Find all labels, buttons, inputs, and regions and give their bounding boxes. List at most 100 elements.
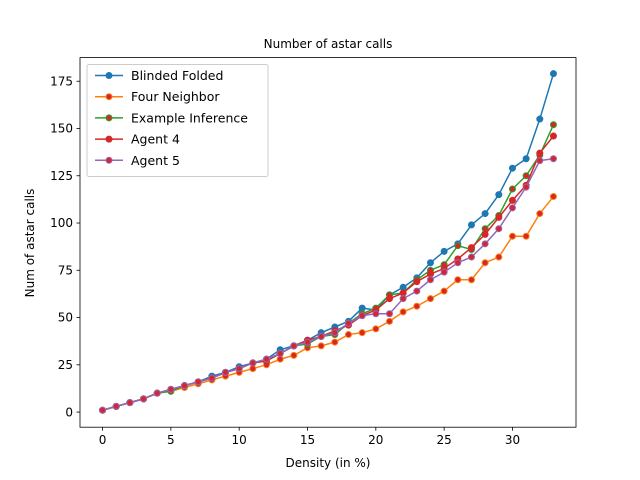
data-point xyxy=(331,329,339,337)
y-tick-label: 175 xyxy=(50,74,73,88)
data-point xyxy=(358,304,366,312)
legend-label: Blinded Folded xyxy=(131,68,223,83)
x-tick-label: 0 xyxy=(99,433,107,447)
data-point xyxy=(399,295,407,303)
data-point xyxy=(467,253,475,261)
data-point xyxy=(235,365,243,373)
data-point xyxy=(290,342,298,350)
data-point xyxy=(481,259,489,267)
data-point xyxy=(167,385,175,393)
data-point xyxy=(345,331,352,339)
data-point xyxy=(495,213,503,221)
data-point xyxy=(549,132,557,140)
data-point xyxy=(358,312,366,320)
data-point xyxy=(249,359,257,367)
data-point xyxy=(508,196,516,204)
data-point xyxy=(508,232,516,240)
data-point xyxy=(495,225,503,233)
data-point xyxy=(413,278,421,286)
axes-frame xyxy=(79,57,577,428)
data-point xyxy=(426,259,434,267)
data-point xyxy=(508,185,516,193)
legend-item-1: Four Neighbor xyxy=(95,89,220,104)
y-tick-label: 100 xyxy=(50,216,73,230)
series-line-1 xyxy=(101,195,555,412)
data-point xyxy=(467,276,475,284)
data-point xyxy=(454,259,462,267)
data-point xyxy=(549,155,557,163)
x-tick-label: 30 xyxy=(505,433,520,447)
data-point xyxy=(413,287,421,295)
legend-item-0: Blinded Folded xyxy=(95,68,223,83)
data-point xyxy=(290,351,298,359)
data-point xyxy=(358,329,366,337)
data-point xyxy=(304,338,311,346)
data-point xyxy=(276,349,284,357)
data-point xyxy=(345,319,352,327)
series-4 xyxy=(99,155,557,414)
data-point xyxy=(522,155,530,163)
legend-box xyxy=(86,64,269,177)
data-point xyxy=(263,355,271,363)
data-point xyxy=(467,221,475,229)
legend-label: Example Inference xyxy=(131,110,248,125)
x-axis: 0 5 10 15 20 25 30 xyxy=(99,427,520,447)
data-point xyxy=(112,402,120,410)
data-point xyxy=(549,193,557,201)
y-tick-label: 50 xyxy=(58,311,73,325)
chart-title: Number of astar calls xyxy=(264,37,393,51)
y-tick-label: 75 xyxy=(58,263,73,277)
data-point xyxy=(208,374,216,382)
legend-label: Agent 4 xyxy=(131,132,180,147)
data-point xyxy=(481,240,489,248)
data-point xyxy=(495,191,503,199)
data-point xyxy=(481,210,489,218)
data-point xyxy=(495,253,503,261)
data-point xyxy=(536,149,544,157)
y-axis: 0 25 50 75 100 125 150 175 xyxy=(50,74,80,419)
series-line-4 xyxy=(101,157,555,412)
data-point xyxy=(276,355,284,363)
data-point xyxy=(481,230,489,238)
legend-label: Agent 5 xyxy=(131,153,180,168)
legend-item-4: Agent 5 xyxy=(95,153,180,168)
y-axis-label: Num of astar calls xyxy=(23,189,37,298)
series-line-2 xyxy=(101,123,555,412)
y-tick-label: 125 xyxy=(50,169,73,183)
legend-marker-swatch xyxy=(105,93,113,101)
legend: Blinded Folded Four Neighbor Example Infer… xyxy=(86,64,269,177)
legend-item-3: Agent 4 xyxy=(95,132,180,147)
data-point xyxy=(126,399,134,407)
data-point xyxy=(536,157,544,165)
data-point xyxy=(522,232,530,240)
y-tick-label: 0 xyxy=(65,405,73,419)
data-point xyxy=(426,270,434,278)
y-tick-label: 25 xyxy=(58,358,73,372)
data-point xyxy=(508,204,516,212)
data-point xyxy=(440,247,448,255)
data-point xyxy=(522,183,530,191)
data-point xyxy=(385,295,393,303)
x-tick-label: 20 xyxy=(368,433,383,447)
data-point xyxy=(454,276,462,284)
data-point xyxy=(372,310,380,318)
data-point xyxy=(399,308,407,316)
x-axis-label: Density (in %) xyxy=(286,456,371,470)
data-point xyxy=(317,342,325,350)
legend-marker-swatch xyxy=(105,72,113,79)
x-tick-label: 25 xyxy=(437,433,452,447)
data-point xyxy=(454,242,462,250)
data-point xyxy=(181,382,189,390)
legend-marker-swatch xyxy=(105,156,113,164)
data-point xyxy=(249,365,257,373)
data-point xyxy=(331,338,339,346)
data-point xyxy=(140,395,148,403)
x-tick-label: 5 xyxy=(167,433,175,447)
data-point xyxy=(467,244,475,252)
data-point xyxy=(426,276,434,284)
legend-marker-swatch xyxy=(105,114,113,122)
legend-item-2: Example Inference xyxy=(95,110,248,125)
data-point xyxy=(536,210,544,218)
data-point xyxy=(549,70,557,78)
data-point xyxy=(194,378,202,386)
